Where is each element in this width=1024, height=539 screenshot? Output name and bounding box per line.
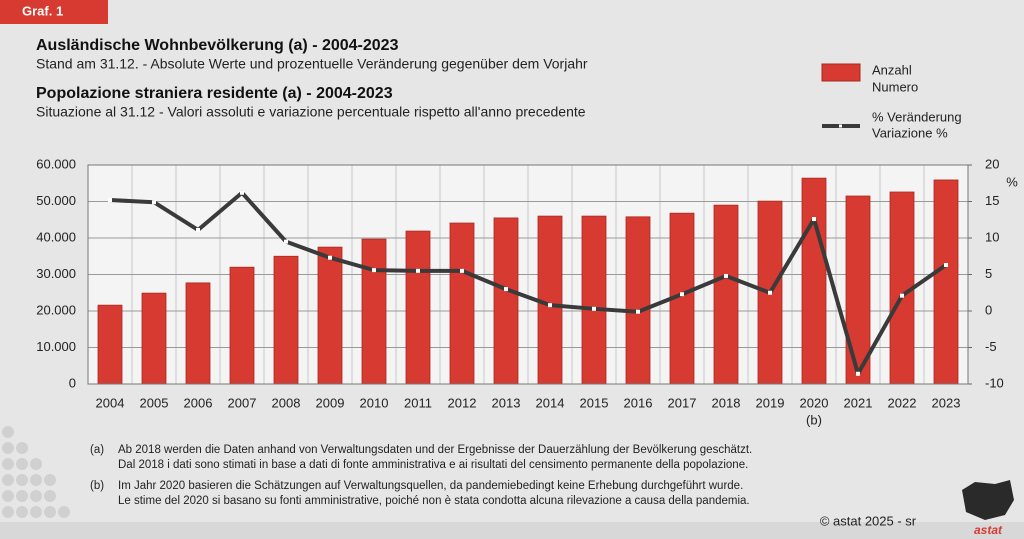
x-tick-label: 2017	[668, 395, 697, 410]
x-tick-label: 2022	[888, 395, 917, 410]
note-text: Ab 2018 werden die Daten anhand von Verw…	[118, 444, 752, 456]
x-tick-label: 2009	[316, 395, 345, 410]
y-tick-label: 40.000	[36, 229, 76, 244]
note-text: Im Jahr 2020 basieren die Schätzungen au…	[118, 480, 743, 492]
x-tick-label: 2011	[404, 395, 432, 410]
y2-tick-label: 0	[985, 302, 992, 317]
bar	[493, 217, 519, 385]
bar	[317, 246, 343, 385]
point	[372, 268, 376, 273]
bar	[713, 204, 739, 385]
legend-label: % Veränderung	[872, 109, 962, 124]
point	[416, 268, 420, 273]
bar	[581, 215, 607, 385]
x-tick-label: 2004	[96, 395, 125, 410]
bar	[801, 177, 827, 385]
y-tick-label: 60.000	[36, 156, 76, 171]
point	[636, 309, 640, 314]
x-tick-label: 2023	[932, 395, 961, 410]
point	[680, 292, 684, 297]
x-tick-label: 2019	[756, 395, 785, 410]
y-tick-label: 50.000	[36, 193, 76, 208]
y2-tick-label: -5	[985, 339, 997, 354]
point	[592, 306, 596, 311]
y-tick-label: 30.000	[36, 266, 76, 281]
bar	[449, 222, 475, 385]
x-tick-label: 2014	[536, 395, 565, 410]
note-marker: (b)	[90, 480, 104, 492]
point	[900, 293, 904, 298]
note-marker: (a)	[90, 444, 104, 456]
copyright: © astat 2025 - sr	[820, 513, 917, 528]
x-tick-label: 2010	[360, 395, 389, 410]
point	[152, 200, 156, 205]
bar	[229, 266, 255, 385]
y-tick-label: 0	[69, 375, 76, 390]
bar	[405, 230, 431, 385]
x-tick-label: 2005	[140, 395, 169, 410]
legend-label: Anzahl	[872, 62, 912, 77]
point	[768, 290, 772, 295]
point	[460, 268, 464, 273]
point	[944, 263, 948, 268]
x-tick-label: 2013	[492, 395, 521, 410]
bar	[361, 238, 387, 385]
annotation: (b)	[806, 412, 822, 427]
x-tick-label: 2006	[184, 395, 213, 410]
bar	[97, 304, 123, 385]
legend-marker	[839, 124, 842, 128]
x-tick-label: 2007	[228, 395, 257, 410]
point	[856, 371, 860, 376]
x-tick-label: 2016	[624, 395, 653, 410]
badge: Graf. 1	[22, 3, 63, 18]
y2-tick-label: 20	[985, 156, 999, 171]
y2-tick-label: 15	[985, 193, 999, 208]
point	[240, 190, 244, 195]
logo-map	[962, 480, 1014, 520]
decor-dots	[2, 426, 70, 518]
y2-axis-label: %	[1006, 174, 1018, 189]
subtitle: Stand am 31.12. - Absolute Werte und pro…	[36, 56, 588, 72]
title: Ausländische Wohnbevölkerung (a) - 2004-…	[36, 37, 399, 54]
point	[328, 255, 332, 260]
point	[284, 239, 288, 244]
bar	[625, 216, 651, 385]
x-tick-label: 2021	[844, 395, 873, 410]
legend-label: Numero	[872, 79, 918, 94]
bar	[273, 255, 299, 385]
x-tick-label: 2008	[272, 395, 301, 410]
footer-band	[0, 522, 1024, 539]
logo: astat	[974, 523, 1003, 537]
point	[108, 198, 112, 203]
title: Popolazione straniera residente (a) - 20…	[36, 85, 393, 102]
x-tick-label: 2018	[712, 395, 741, 410]
subtitle: Situazione al 31.12 - Valori assoluti e …	[36, 104, 586, 120]
bar	[141, 292, 167, 385]
legend-swatch	[821, 63, 861, 82]
legend-label: Variazione %	[872, 125, 948, 140]
bar	[933, 179, 959, 385]
x-tick-label: 2020	[800, 395, 829, 410]
plot-border	[87, 164, 969, 385]
x-tick-label: 2015	[580, 395, 609, 410]
note-text: Le stime del 2020 si basano su fonti amm…	[118, 495, 750, 507]
point	[504, 287, 508, 292]
line	[109, 190, 948, 376]
y2-tick-label: 10	[985, 229, 999, 244]
y2-tick-label: 5	[985, 266, 992, 281]
bar	[889, 191, 915, 385]
x-tick-label: 2012	[448, 395, 477, 410]
note-text: Dal 2018 i dati sono stimati in base a d…	[118, 459, 748, 471]
point	[548, 303, 552, 308]
y-tick-label: 20.000	[36, 302, 76, 317]
bar	[185, 282, 211, 385]
y2-tick-label: -10	[985, 375, 1004, 390]
badge-bg	[0, 0, 108, 24]
y-tick-label: 10.000	[36, 339, 76, 354]
point	[812, 217, 816, 222]
point	[724, 273, 728, 278]
point	[196, 227, 200, 232]
